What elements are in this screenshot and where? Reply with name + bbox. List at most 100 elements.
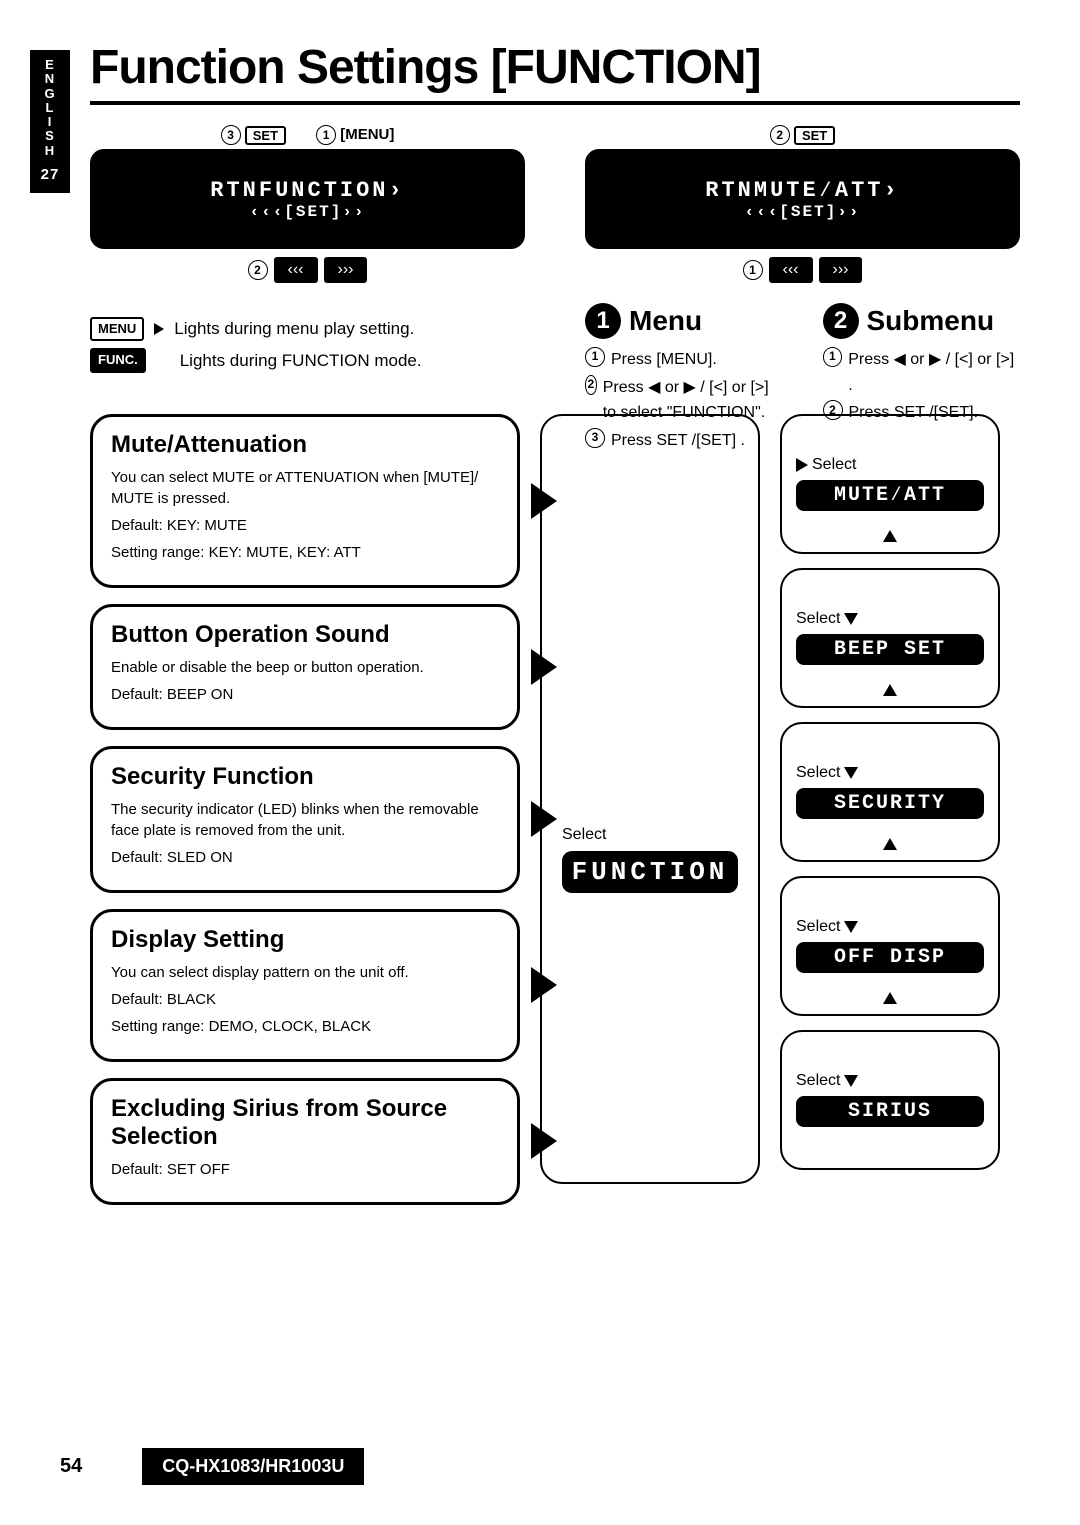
card-range: Setting range: DEMO, CLOCK, BLACK xyxy=(111,1016,499,1037)
arrow-up-icon xyxy=(883,530,897,542)
pill-label: SECURITY xyxy=(796,788,984,819)
triangle-icon xyxy=(154,323,164,335)
model-label: CQ-HX1083/HR1003U xyxy=(142,1448,364,1485)
select-label: Select xyxy=(796,918,984,936)
step-2-icon: 2 xyxy=(823,303,859,339)
title-wrap: Function Settings [FUNCTION] xyxy=(90,40,1020,105)
set-button-label: SET xyxy=(794,126,835,145)
panel-right: 2 SET RTNMUTE⁄ATT› ‹‹‹[SET]›› 1 ‹‹‹ ››› … xyxy=(585,125,1020,455)
mid-box: Select FUNCTION xyxy=(540,414,760,1184)
panel-right-labels: 2 SET xyxy=(585,125,1020,145)
card-default: Default: KEY: MUTE xyxy=(111,515,499,536)
circled-1-icon: 1 xyxy=(316,125,336,145)
arrow-down-icon xyxy=(844,613,858,625)
language-page: 27 xyxy=(30,166,70,183)
arrow-right-icon xyxy=(796,458,808,472)
panel-left-labels: 3 SET 1 [MENU] xyxy=(90,125,525,145)
card-default: Default: SET OFF xyxy=(111,1159,499,1180)
card-security: Security Function The security indicator… xyxy=(90,746,520,893)
rbox-disp: Select OFF DISP xyxy=(780,876,1000,1016)
lcd-text: RTNMUTE⁄ATT› xyxy=(705,178,899,203)
card-mute: Mute/Attenuation You can select MUTE or … xyxy=(90,414,520,588)
pill-label: OFF DISP xyxy=(796,942,984,973)
card-title: Display Setting xyxy=(111,926,499,954)
circled-1-icon: 1 xyxy=(823,347,843,367)
circled-2-icon: 2 xyxy=(248,260,268,280)
page-number: 54 xyxy=(60,1455,82,1478)
card-default: Default: BEEP ON xyxy=(111,684,499,705)
lcd-subtext: ‹‹‹[SET]›› xyxy=(210,203,404,221)
legend-text: Lights during FUNCTION mode. xyxy=(180,347,422,374)
func-tag: FUNC. xyxy=(90,348,146,373)
arrow-down-icon xyxy=(844,767,858,779)
step-text: Press ◀ or ▶ / [<] or [>] . xyxy=(848,347,1020,398)
arrow-down-icon xyxy=(844,1075,858,1087)
lcd-subtext: ‹‹‹[SET]›› xyxy=(705,203,899,221)
card-sirius: Excluding Sirius from Source Selection D… xyxy=(90,1078,520,1205)
select-label: Select xyxy=(796,456,984,474)
menu-heading: 1 Menu xyxy=(585,303,783,339)
set-button-label: SET xyxy=(245,126,286,145)
cards-left: Mute/Attenuation You can select MUTE or … xyxy=(90,414,520,1221)
language-letters: E N G L I S H xyxy=(30,58,70,158)
card-title: Button Operation Sound xyxy=(111,621,499,649)
rbox-sirius: Select SIRIUS xyxy=(780,1030,1000,1170)
lcd-text: RTNFUNCTION› xyxy=(210,178,404,203)
menu-title: Menu xyxy=(629,305,702,337)
lcd-panel-left: RTNFUNCTION› ‹‹‹[SET]›› xyxy=(90,149,525,249)
circled-2-icon: 2 xyxy=(770,125,790,145)
submenu-heading: 2 Submenu xyxy=(823,303,1021,339)
arrow-up-icon xyxy=(883,684,897,696)
circled-3-icon: 3 xyxy=(221,125,241,145)
card-display: Display Setting You can select display p… xyxy=(90,909,520,1062)
rocker-row: 2 ‹‹‹ ››› xyxy=(90,257,525,283)
pill-label: MUTE⁄ATT xyxy=(796,480,984,511)
next-button[interactable]: ››› xyxy=(324,257,368,283)
next-button[interactable]: ››› xyxy=(819,257,863,283)
card-title: Security Function xyxy=(111,763,499,791)
page-title: Function Settings [FUNCTION] xyxy=(90,40,1020,95)
rocker-row: 1 ‹‹‹ ››› xyxy=(585,257,1020,283)
lcd-panel-right: RTNMUTE⁄ATT› ‹‹‹[SET]›› xyxy=(585,149,1020,249)
function-pill: FUNCTION xyxy=(562,851,738,893)
panels-row: 3 SET 1 [MENU] RTNFUNCTION› ‹‹‹[SET]›› 2… xyxy=(90,125,1020,455)
arrow-down-icon xyxy=(844,921,858,933)
legend-text: Lights during menu play setting. xyxy=(174,315,414,342)
circled-1-icon: 1 xyxy=(743,260,763,280)
cards-row: Mute/Attenuation You can select MUTE or … xyxy=(90,414,1020,1221)
step-1-icon: 1 xyxy=(585,303,621,339)
pill-label: BEEP SET xyxy=(796,634,984,665)
menu-tag: MENU xyxy=(90,317,144,342)
arrow-up-icon xyxy=(883,838,897,850)
language-tab: E N G L I S H 27 xyxy=(30,50,70,193)
footer: 54 CQ-HX1083/HR1003U xyxy=(60,1448,364,1485)
card-range: Setting range: KEY: MUTE, KEY: ATT xyxy=(111,542,499,563)
submenu-title: Submenu xyxy=(867,305,995,337)
circled-2-icon: 2 xyxy=(585,375,597,395)
card-body: The security indicator (LED) blinks when… xyxy=(111,799,499,841)
arrow-up-icon xyxy=(883,992,897,1004)
card-body: You can select MUTE or ATTENUATION when … xyxy=(111,467,499,509)
pill-label: SIRIUS xyxy=(796,1096,984,1127)
card-title: Excluding Sirius from Source Selection xyxy=(111,1095,499,1151)
card-body: Enable or disable the beep or button ope… xyxy=(111,657,499,678)
card-body: You can select display pattern on the un… xyxy=(111,962,499,983)
right-column: Select MUTE⁄ATT Select BEEP SET Select S… xyxy=(780,414,1000,1221)
select-label: Select xyxy=(562,826,606,844)
prev-button[interactable]: ‹‹‹ xyxy=(769,257,813,283)
circled-1-icon: 1 xyxy=(585,347,605,367)
rbox-mute: Select MUTE⁄ATT xyxy=(780,414,1000,554)
card-title: Mute/Attenuation xyxy=(111,431,499,459)
card-default: Default: BLACK xyxy=(111,989,499,1010)
menu-label: [MENU] xyxy=(340,126,394,143)
card-beep: Button Operation Sound Enable or disable… xyxy=(90,604,520,730)
select-label: Select xyxy=(796,1072,984,1090)
prev-button[interactable]: ‹‹‹ xyxy=(274,257,318,283)
rbox-security: Select SECURITY xyxy=(780,722,1000,862)
panel-left: 3 SET 1 [MENU] RTNFUNCTION› ‹‹‹[SET]›› 2… xyxy=(90,125,525,455)
step-text: Press [MENU]. xyxy=(611,347,717,373)
select-label: Select xyxy=(796,610,984,628)
select-label: Select xyxy=(796,764,984,782)
rbox-beep: Select BEEP SET xyxy=(780,568,1000,708)
card-default: Default: SLED ON xyxy=(111,847,499,868)
